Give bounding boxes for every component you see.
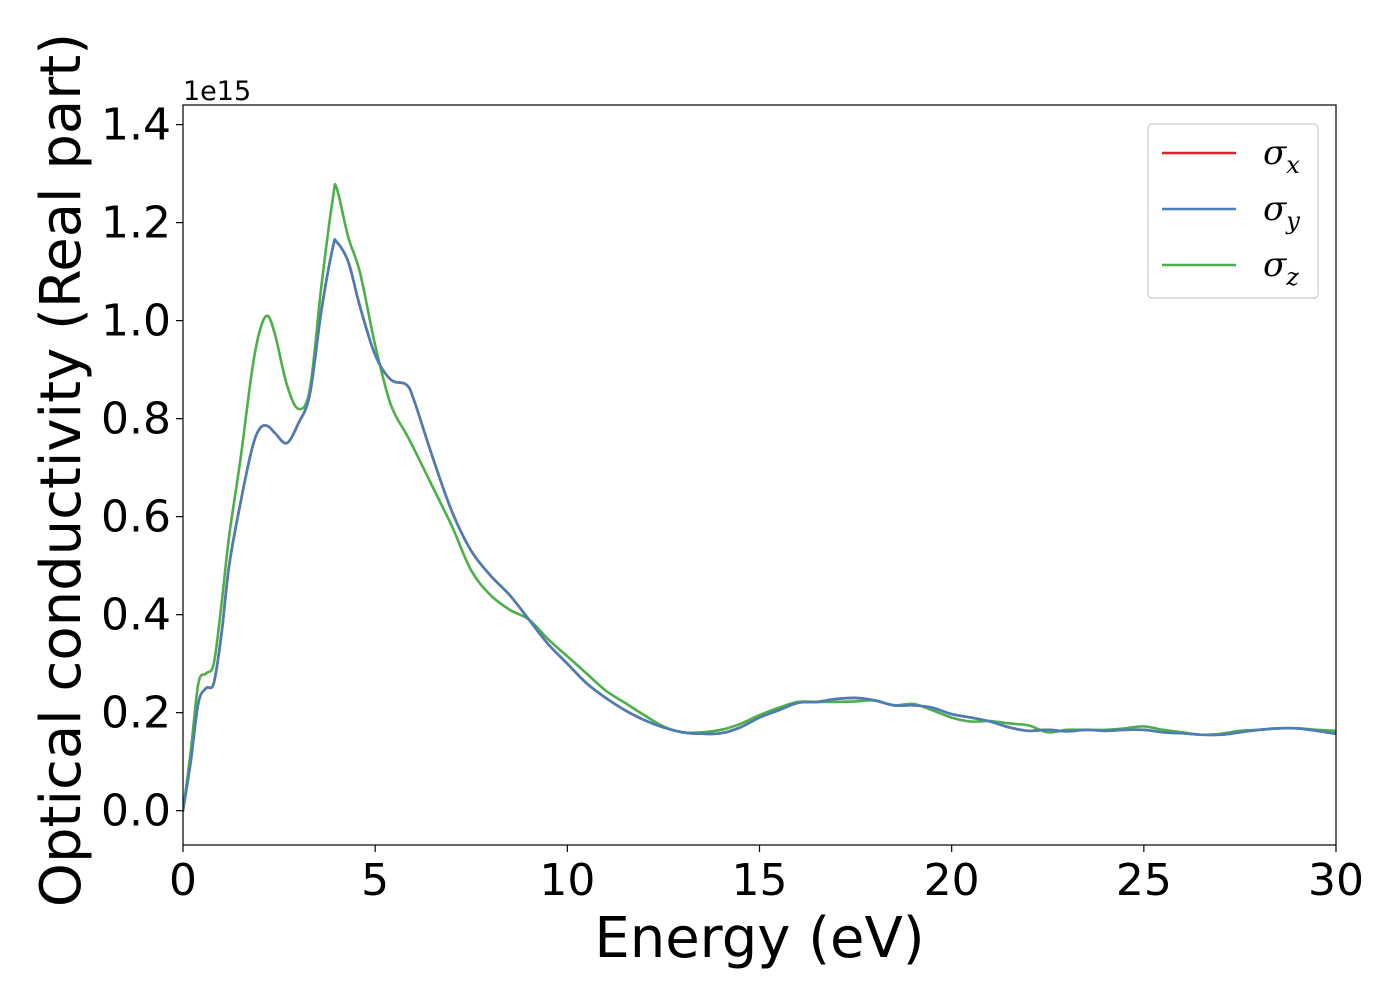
x-tick-label: 5 xyxy=(361,855,389,906)
x-axis-title: Energy (eV) xyxy=(594,906,924,971)
y-tick-label: 0.4 xyxy=(101,590,171,641)
y-tick-label: 1.2 xyxy=(101,198,171,249)
x-tick-label: 30 xyxy=(1308,855,1364,906)
y-tick-label: 1.4 xyxy=(101,100,171,151)
y-axis-exponent-label: 1e15 xyxy=(183,76,251,107)
legend-label-sigma-x: σx xyxy=(1263,133,1300,179)
y-tick-label: 0.2 xyxy=(101,688,171,739)
y-tick-label: 0.8 xyxy=(101,394,171,445)
y-axis-title: Optical conductivity (Real part) xyxy=(29,33,94,907)
legend: σx σy σz xyxy=(1147,123,1319,299)
x-tick-label: 0 xyxy=(169,855,197,906)
x-tick-label: 25 xyxy=(1116,855,1172,906)
legend-box xyxy=(1147,123,1319,299)
x-tick-label: 20 xyxy=(924,855,980,906)
x-tick-label: 15 xyxy=(732,855,788,906)
y-tick-label: 0.0 xyxy=(101,786,171,837)
series-layer xyxy=(183,182,1336,812)
x-axis-ticks: 0 5 10 15 20 25 30 xyxy=(169,845,1364,906)
y-axis-ticks: 0.0 0.2 0.4 0.6 0.8 1.0 1.2 1.4 xyxy=(101,100,183,837)
legend-label-sigma-z: σz xyxy=(1263,245,1299,291)
series-line-sigma-y xyxy=(183,238,1336,812)
legend-label-sigma-y: σy xyxy=(1263,189,1300,235)
y-tick-label: 0.6 xyxy=(101,492,171,543)
y-tick-label: 1.0 xyxy=(101,296,171,347)
x-tick-label: 10 xyxy=(539,855,595,906)
